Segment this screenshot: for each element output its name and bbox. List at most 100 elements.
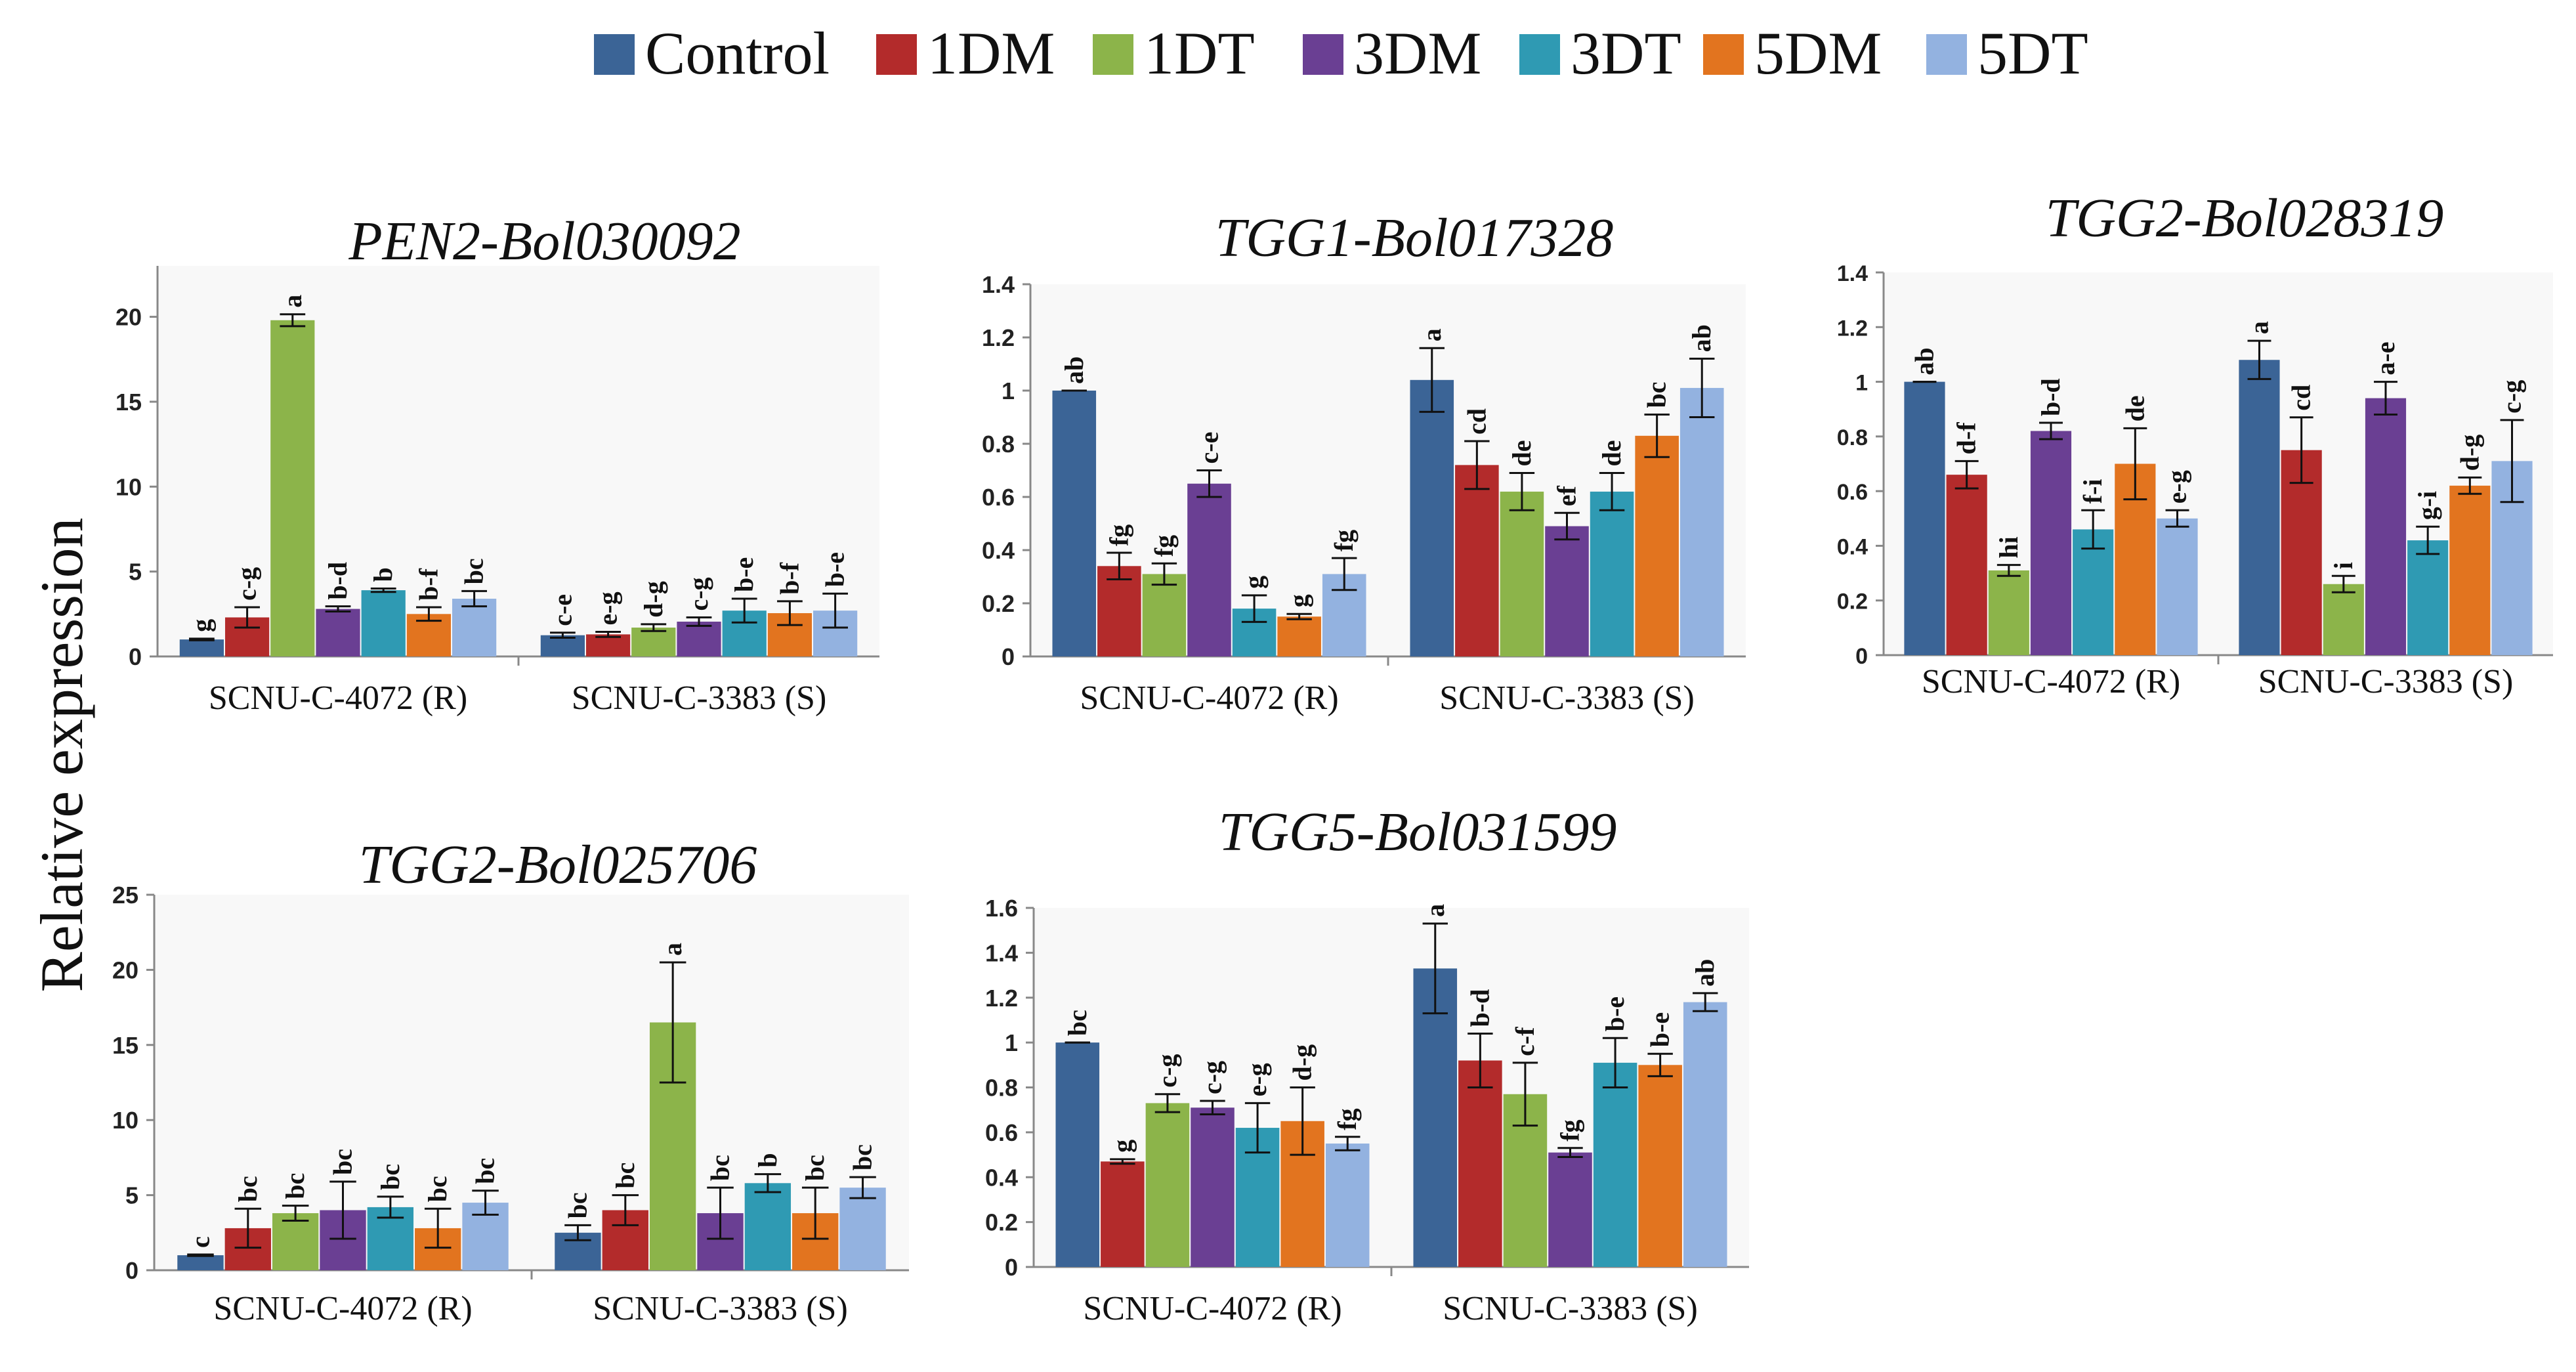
significance-label: b-d bbox=[1465, 989, 1494, 1027]
significance-label: bc bbox=[375, 1164, 405, 1190]
x-category-label: SCNU-C-3383 (S) bbox=[593, 1290, 848, 1327]
legend-label-control: Control bbox=[645, 20, 830, 87]
significance-label: bc bbox=[233, 1176, 263, 1202]
significance-label: c bbox=[185, 1236, 215, 1248]
bar-1dt bbox=[1500, 491, 1544, 656]
bar-1dt bbox=[1988, 570, 2029, 655]
y-tick-label: 15 bbox=[112, 1032, 138, 1059]
bar-3dm bbox=[1545, 526, 1589, 656]
legend-label-3dt: 3DT bbox=[1571, 20, 1681, 87]
significance-label: ab bbox=[1909, 347, 1939, 375]
bar-control bbox=[1410, 379, 1454, 656]
bar-1dm bbox=[2281, 450, 2322, 655]
significance-label: ab bbox=[1059, 356, 1089, 384]
significance-label: g bbox=[1107, 1140, 1137, 1153]
significance-label: fg bbox=[1329, 530, 1359, 551]
y-tick-label: 1.4 bbox=[985, 939, 1018, 966]
y-axis-label: Relative expression bbox=[28, 517, 95, 992]
bar-3dt bbox=[744, 1183, 792, 1270]
significance-label: b-e bbox=[1600, 997, 1630, 1031]
y-tick-label: 0.2 bbox=[985, 1209, 1018, 1236]
bar-3dt bbox=[2073, 529, 2114, 655]
significance-label: c-e bbox=[1194, 432, 1224, 464]
significance-label: a bbox=[2244, 321, 2273, 334]
y-tick-label: 20 bbox=[112, 956, 138, 983]
x-category-label: SCNU-C-4072 (R) bbox=[1922, 663, 2180, 700]
bar-1dt bbox=[1142, 574, 1187, 656]
significance-label: bc bbox=[423, 1176, 452, 1202]
significance-label: b bbox=[368, 567, 398, 582]
x-category-label: SCNU-C-3383 (S) bbox=[1439, 679, 1695, 717]
plot-area bbox=[158, 266, 879, 656]
y-tick-label: 1.4 bbox=[982, 271, 1015, 298]
legend: Control 1DM 1DT 3DM 3DT 5DM 5DT bbox=[594, 20, 2088, 87]
bar-control bbox=[1052, 391, 1097, 656]
significance-label: a bbox=[1420, 904, 1450, 917]
significance-label: cd bbox=[1462, 408, 1491, 435]
bar-control bbox=[2239, 360, 2280, 655]
bar-1dt bbox=[272, 1213, 319, 1270]
panel-tgg5-bol031599: TGG5-Bol031599 0 0.2 0.4 0.6 0.8 1 1.2 1.4 1.6 SCN… bbox=[985, 802, 1749, 1327]
significance-label: b-f bbox=[413, 568, 443, 601]
y-tick-label: 0.4 bbox=[1837, 534, 1868, 559]
y-tick-label: 0 bbox=[1005, 1254, 1018, 1281]
panel-tgg2-bol025706: TGG2-Bol025706 0 5 10 15 20 25 SCNU-C-4072 (R) c… bbox=[112, 834, 909, 1327]
bar-3dm bbox=[2030, 431, 2072, 655]
y-tick-label: 0.4 bbox=[985, 1164, 1018, 1191]
bar-3dt bbox=[1593, 1062, 1637, 1267]
y-tick-label: 0.6 bbox=[982, 484, 1015, 511]
significance-label: ab bbox=[1687, 324, 1716, 352]
significance-label: d-g bbox=[1288, 1044, 1317, 1081]
bar-1dm bbox=[1458, 1060, 1502, 1267]
significance-label: e-g bbox=[1242, 1063, 1272, 1096]
legend-label-3dm: 3DM bbox=[1354, 20, 1481, 87]
chart-title: TGG1-Bol017328 bbox=[1215, 207, 1614, 268]
significance-label: f-i bbox=[2078, 479, 2107, 504]
y-tick-label: 25 bbox=[112, 882, 138, 909]
bar-5dt bbox=[1679, 387, 1724, 656]
significance-label: fg bbox=[1555, 1119, 1585, 1141]
significance-label: b-d bbox=[323, 562, 352, 600]
y-tick-label: 1 bbox=[1855, 371, 1868, 396]
significance-label: ab bbox=[1690, 959, 1720, 987]
y-tick-label: 0.6 bbox=[1837, 480, 1868, 505]
significance-label: fg bbox=[1104, 525, 1133, 546]
significance-label: d-f bbox=[1952, 422, 1981, 455]
significance-label: b-e bbox=[820, 552, 850, 587]
significance-label: i bbox=[2329, 562, 2358, 569]
y-tick-label: 0 bbox=[129, 643, 142, 670]
legend-swatch-5dm bbox=[1703, 34, 1744, 75]
significance-label: b-f bbox=[774, 562, 804, 595]
significance-label: c-e bbox=[547, 594, 577, 626]
bar-1dm bbox=[1946, 475, 1987, 655]
bar-control bbox=[179, 639, 224, 656]
x-category-label: SCNU-C-4072 (R) bbox=[1083, 1290, 1341, 1327]
bar-3dm bbox=[316, 609, 360, 656]
y-tick-label: 1.2 bbox=[982, 324, 1015, 351]
significance-label: bc bbox=[471, 1158, 500, 1184]
chart-title: TGG2-Bol025706 bbox=[359, 834, 757, 895]
y-tick-label: 1.2 bbox=[1837, 316, 1868, 341]
bar-5dt bbox=[2157, 518, 2198, 655]
y-tick-label: 0.8 bbox=[1837, 425, 1868, 450]
significance-label: g bbox=[186, 619, 216, 632]
panel-tgg2-bol028319: TGG2-Bol028319 0 0.2 0.4 0.6 0.8 1 1.2 1.4 SCNU-C… bbox=[1837, 188, 2553, 700]
significance-label: a-e bbox=[2371, 341, 2400, 375]
significance-label: g bbox=[1284, 594, 1314, 607]
significance-label: fg bbox=[1332, 1108, 1362, 1130]
panel-tgg1-bol017328: TGG1-Bol017328 0 0.2 0.4 0.6 0.8 1 1.2 1.4 SCNU-C… bbox=[982, 207, 1746, 717]
bar-1dt bbox=[631, 628, 676, 656]
y-tick-label: 10 bbox=[112, 1107, 138, 1134]
bar-control bbox=[1413, 968, 1458, 1267]
significance-label: bc bbox=[280, 1173, 310, 1199]
significance-label: fg bbox=[1149, 535, 1179, 557]
legend-swatch-1dm bbox=[876, 34, 917, 75]
x-category-label: SCNU-C-3383 (S) bbox=[2258, 663, 2514, 700]
y-tick-label: 0 bbox=[1855, 644, 1868, 669]
bar-1dm bbox=[585, 634, 631, 656]
bar-1dt bbox=[1145, 1103, 1190, 1267]
legend-swatch-5dt bbox=[1926, 34, 1967, 75]
significance-label: a bbox=[278, 295, 307, 308]
y-tick-label: 20 bbox=[116, 304, 142, 331]
